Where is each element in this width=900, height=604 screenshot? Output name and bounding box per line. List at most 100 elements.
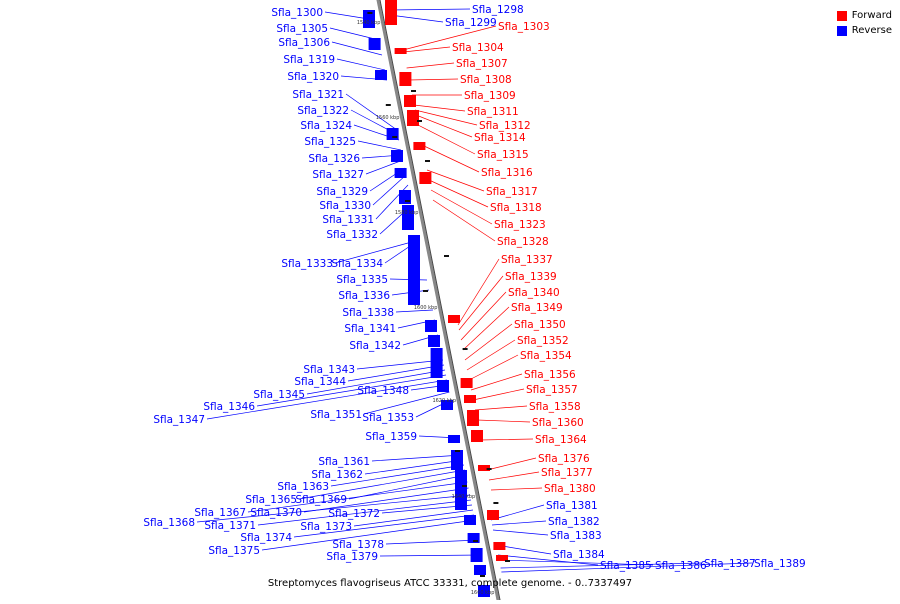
forward-gene-label[interactable]: Sfla_1308	[460, 74, 512, 86]
forward-gene-label[interactable]: Sfla_1364	[535, 434, 587, 446]
reverse-gene-label[interactable]: Sfla_1299	[445, 17, 497, 29]
forward-gene-label[interactable]: Sfla_1315	[477, 149, 529, 161]
reverse-gene-label[interactable]: Sfla_1319	[283, 54, 335, 66]
reverse-gene-label[interactable]: Sfla_1335	[336, 274, 388, 286]
forward-gene-label[interactable]: Sfla_1307	[456, 58, 508, 70]
forward-gene-label[interactable]: Sfla_1360	[532, 417, 584, 429]
reverse-gene-label[interactable]: Sfla_1345	[253, 389, 305, 401]
reverse-gene-label[interactable]: Sfla_1371	[204, 520, 256, 532]
forward-gene-label[interactable]: Sfla_1309	[464, 90, 516, 102]
reverse-gene-label[interactable]: Sfla_1336	[338, 290, 390, 302]
reverse-gene-label[interactable]: Sfla_1343	[303, 364, 355, 376]
feature-mark	[385, 104, 391, 106]
reverse-gene-label[interactable]: Sfla_1346	[203, 401, 255, 413]
reverse-gene-label[interactable]: Sfla_1347	[153, 414, 205, 426]
reverse-gene-label[interactable]: Sfla_1375	[208, 545, 260, 557]
reverse-gene-label[interactable]: Sfla_1348	[357, 385, 409, 397]
reverse-gene-label[interactable]: Sfla_1322	[297, 105, 349, 117]
reverse-gene-label[interactable]: Sfla_1344	[294, 376, 346, 388]
reverse-gene-label[interactable]: Sfla_1383	[550, 530, 602, 542]
forward-gene-label[interactable]: Sfla_1358	[529, 401, 581, 413]
reverse-gene-label[interactable]: Sfla_1342	[349, 340, 401, 352]
reverse-gene-label[interactable]: Sfla_1382	[548, 516, 600, 528]
reverse-gene-label[interactable]: Sfla_1389	[754, 558, 806, 570]
forward-gene-label[interactable]: Sfla_1312	[479, 120, 531, 132]
reverse-gene-label[interactable]: Sfla_1305	[276, 23, 328, 35]
forward-gene-label[interactable]: Sfla_1376	[538, 453, 590, 465]
forward-leader-line	[428, 179, 489, 208]
reverse-gene-label[interactable]: Sfla_1387	[704, 558, 756, 570]
reverse-gene-label[interactable]: Sfla_1329	[316, 186, 368, 198]
reverse-gene-label[interactable]: Sfla_1368	[143, 517, 195, 529]
reverse-gene-label[interactable]: Sfla_1362	[311, 469, 363, 481]
forward-gene-label[interactable]: Sfla_1352	[517, 335, 569, 347]
reverse-gene-label[interactable]: Sfla_1326	[308, 153, 360, 165]
forward-leader-line	[490, 487, 543, 491]
forward-gene-label[interactable]: Sfla_1318	[490, 202, 542, 214]
forward-gene-label[interactable]: Sfla_1323	[494, 219, 546, 231]
forward-gene-label[interactable]: Sfla_1317	[486, 186, 538, 198]
forward-gene-label[interactable]: Sfla_1337	[501, 254, 553, 266]
forward-gene-label[interactable]: Sfla_1349	[511, 302, 563, 314]
reverse-gene-label[interactable]: Sfla_1300	[271, 7, 323, 19]
forward-leader-line	[414, 109, 478, 126]
reverse-leader-line	[372, 174, 407, 206]
reverse-gene-label[interactable]: Sfla_1369	[295, 494, 347, 506]
reverse-gene-label[interactable]: Sfla_1361	[318, 456, 370, 468]
forward-gene-label[interactable]: Sfla_1356	[524, 369, 576, 381]
reverse-gene-label[interactable]: Sfla_1320	[287, 71, 339, 83]
forward-gene-label[interactable]: Sfla_1311	[467, 106, 519, 118]
reverse-gene-block	[451, 450, 463, 470]
reverse-gene-label[interactable]: Sfla_1385	[600, 560, 652, 572]
reverse-leader-line	[498, 559, 654, 566]
forward-gene-label[interactable]: Sfla_1328	[497, 236, 549, 248]
reverse-gene-label[interactable]: Sfla_1327	[312, 169, 364, 181]
reverse-gene-label[interactable]: Sfla_1324	[300, 120, 352, 132]
reverse-gene-label[interactable]: Sfla_1365	[245, 494, 297, 506]
reverse-gene-label[interactable]: Sfla_1333	[281, 258, 333, 270]
forward-gene-label[interactable]: Sfla_1377	[541, 467, 593, 479]
forward-gene-label[interactable]: Sfla_1303	[498, 21, 550, 33]
reverse-gene-label[interactable]: Sfla_1367	[194, 507, 246, 519]
reverse-gene-label[interactable]: Sfla_1331	[322, 214, 374, 226]
forward-gene-label[interactable]: Sfla_1357	[526, 384, 578, 396]
reverse-gene-label[interactable]: Sfla_1370	[250, 507, 302, 519]
reverse-gene-label[interactable]: Sfla_1330	[319, 200, 371, 212]
reverse-gene-label[interactable]: Sfla_1381	[546, 500, 598, 512]
forward-gene-label[interactable]: Sfla_1350	[514, 319, 566, 331]
feature-mark	[505, 560, 510, 562]
forward-gene-label[interactable]: Sfla_1304	[452, 42, 504, 54]
reverse-gene-label[interactable]: Sfla_1379	[326, 551, 378, 563]
reverse-gene-label[interactable]: Sfla_1384	[553, 549, 605, 561]
reverse-gene-label[interactable]: Sfla_1325	[304, 136, 356, 148]
reverse-gene-label[interactable]: Sfla_1351	[310, 409, 362, 421]
reverse-gene-label[interactable]: Sfla_1374	[240, 532, 292, 544]
forward-gene-label[interactable]: Sfla_1314	[474, 132, 526, 144]
forward-gene-label[interactable]: Sfla_1340	[508, 287, 560, 299]
reverse-gene-label[interactable]: Sfla_1332	[326, 229, 378, 241]
reverse-gene-label[interactable]: Sfla_1306	[278, 37, 330, 49]
reverse-gene-label[interactable]: Sfla_1298	[472, 4, 524, 16]
forward-gene-label[interactable]: Sfla_1339	[505, 271, 557, 283]
reverse-gene-label[interactable]: Sfla_1373	[300, 521, 352, 533]
reverse-gene-label[interactable]: Sfla_1359	[365, 431, 417, 443]
reverse-gene-label[interactable]: Sfla_1353	[362, 412, 414, 424]
forward-gene-label[interactable]: Sfla_1354	[520, 350, 572, 362]
reverse-gene-label[interactable]: Sfla_1372	[328, 508, 380, 520]
forward-gene-block	[464, 395, 476, 403]
forward-gene-label[interactable]: Sfla_1316	[481, 167, 533, 179]
reverse-gene-label[interactable]: Sfla_1386	[655, 560, 707, 572]
reverse-gene-label[interactable]: Sfla_1363	[277, 481, 329, 493]
forward-leader-line	[466, 339, 516, 371]
reverse-gene-block	[394, 168, 407, 178]
forward-leader-line	[403, 46, 451, 53]
reverse-gene-label[interactable]: Sfla_1378	[332, 539, 384, 551]
reverse-gene-label[interactable]: Sfla_1321	[292, 89, 344, 101]
reverse-gene-label[interactable]: Sfla_1341	[344, 323, 396, 335]
forward-gene-label[interactable]: Sfla_1380	[544, 483, 596, 495]
tick-label: 1640 kbp	[452, 494, 476, 500]
reverse-gene-label[interactable]: Sfla_1334	[331, 258, 383, 270]
reverse-leader-line	[364, 459, 464, 475]
reverse-gene-label[interactable]: Sfla_1338	[342, 307, 394, 319]
